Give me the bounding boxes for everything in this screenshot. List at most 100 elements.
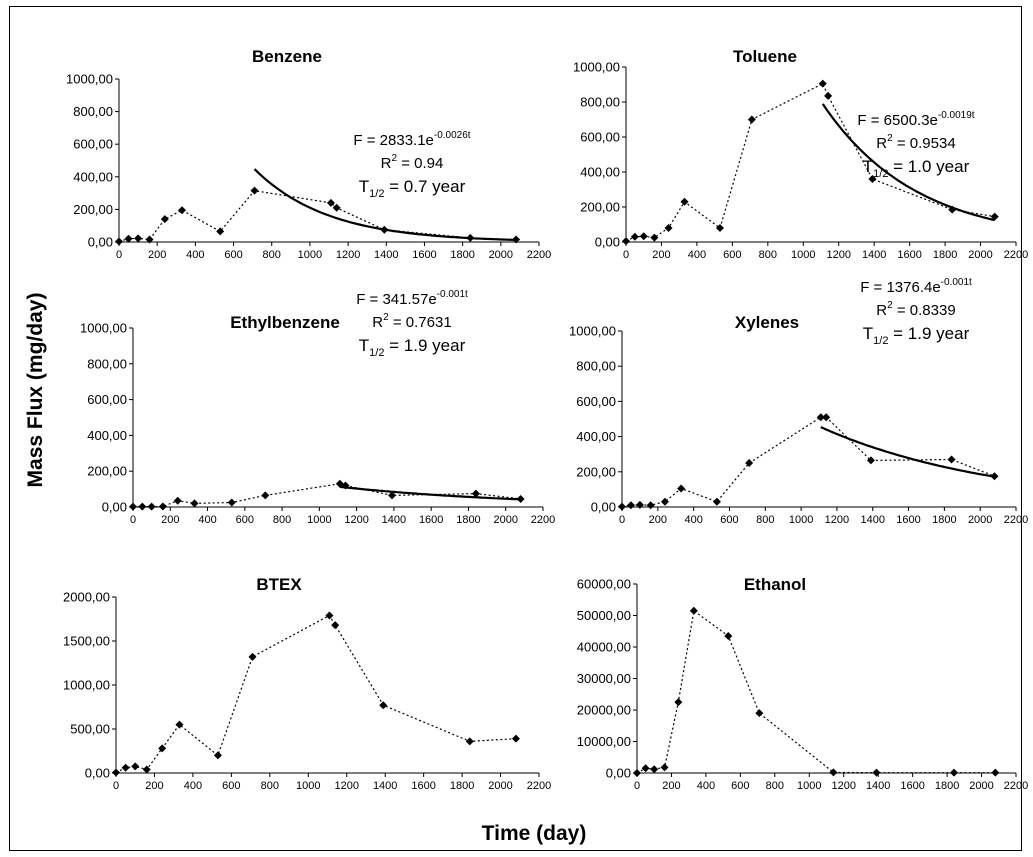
panel-2-x-tick-label: 800: [759, 249, 777, 261]
panel-6-title: Ethanol: [744, 575, 806, 594]
panel-4-x-tick-label: 0: [619, 514, 625, 526]
panel-5-data-point: [112, 768, 120, 777]
panel-3-data-point: [388, 491, 397, 500]
panel-1-x-tick-label: 2000: [489, 249, 513, 261]
panel-5-x-tick-label: 200: [145, 780, 163, 792]
panel-4-fit-equation: F = 1376.4e-0.001t: [860, 277, 972, 296]
panel-4-y-tick-label: 400,00: [576, 429, 616, 444]
panel-4-x-tick-label: 2200: [1004, 514, 1028, 526]
panel-6-x-tick-label: 2200: [1004, 780, 1028, 792]
panel-6-data-point: [650, 765, 659, 774]
panel-1-x-tick-label: 0: [116, 249, 122, 261]
panel-2-x-tick-label: 1000: [791, 249, 815, 261]
panel-5-y-tick-label: 500,00: [70, 722, 110, 737]
panel-5-y-tick-label: 2000,00: [63, 590, 110, 605]
panel-1-half-life: T1/2 = 0.7 year: [359, 177, 466, 200]
panel-6-x-tick-label: 600: [731, 780, 749, 792]
panel-1-fit-equation: F = 2833.1e-0.0026t: [353, 130, 470, 149]
panel-2-data-point: [630, 232, 639, 241]
panel-4-x-tick-label: 1000: [789, 514, 813, 526]
panel-6-x-tick-label: 0: [634, 780, 640, 792]
panel-5-x-tick-label: 1400: [373, 780, 397, 792]
panel-3-data-point: [516, 494, 525, 503]
panel-2-data-point: [639, 232, 648, 241]
panel-6-data-point: [755, 709, 764, 718]
panel-4-data-point: [660, 497, 669, 506]
panel-6-y-tick-label: 0,00: [606, 766, 631, 781]
y-axis-label: Mass Flux (mg/day): [24, 293, 47, 488]
panel-4-y-tick-label: 1000,00: [569, 324, 616, 339]
panel-5-data-point: [465, 737, 474, 746]
panel-2-fit-curve: [821, 103, 995, 222]
panel-1-y-tick-label: 600,00: [73, 137, 113, 152]
panel-4-y-tick-label: 600,00: [576, 394, 616, 409]
panel-1-x-tick-label: 1200: [336, 249, 360, 261]
panel-2-data-point: [680, 197, 689, 206]
panel-2-y-tick-label: 400,00: [580, 165, 620, 180]
panel-3-half-life: T1/2 = 1.9 year: [359, 336, 466, 359]
x-axis-label: Time (day): [482, 822, 587, 845]
panel-1-data-point: [145, 235, 154, 244]
panel-2-r-squared: R2 = 0.9534: [876, 133, 955, 152]
panel-3-chart: 0,00 200,00 400,00 600,00 800,00 1000,00 0 200 4…: [80, 289, 555, 526]
panel-4-data-point: [712, 497, 721, 506]
panel-5-data-line: [115, 614, 516, 774]
panel-3-x-tick-label: 1800: [456, 514, 480, 526]
panel-5-x-tick-label: 1600: [411, 780, 435, 792]
panel-4-chart: 0,00 200,00 400,00 600,00 800,00 1000,00 0 200 4…: [569, 277, 1028, 526]
panel-2-x-tick-label: 1600: [897, 249, 921, 261]
panel-4-fit-curve: [820, 426, 995, 478]
panel-2-x-tick-label: 0: [623, 249, 629, 261]
figure-frame: [9, 6, 1022, 851]
panel-6-data-point: [724, 631, 733, 640]
panel-1-data-point: [216, 227, 225, 236]
panel-3-x-tick-label: 1200: [344, 514, 368, 526]
panel-1-title: Benzene: [252, 47, 322, 66]
panel-5-data-point: [213, 751, 222, 760]
panel-1-x-tick-label: 1400: [374, 249, 398, 261]
panel-6-y-tick-label: 60000,00: [577, 577, 631, 592]
panel-1-fit-curve: [253, 168, 517, 241]
panel-2-data-point: [747, 115, 756, 124]
panel-6-x-tick-label: 200: [662, 780, 680, 792]
panel-3-data-point: [190, 499, 199, 508]
panel-4-x-tick-label: 600: [720, 514, 738, 526]
panel-4-x-tick-label: 1400: [860, 514, 884, 526]
panel-5-x-tick-label: 2000: [488, 780, 512, 792]
panel-6-data-point: [633, 769, 641, 777]
panel-1-data-point: [134, 234, 143, 243]
panel-6-data-line: [636, 609, 996, 774]
panel-3-y-tick-label: 200,00: [87, 464, 127, 479]
panel-2-x-tick-label: 1200: [826, 249, 850, 261]
panel-3-data-point: [158, 502, 167, 511]
panel-1-x-tick-label: 1000: [298, 249, 322, 261]
panel-2-data-point: [818, 79, 827, 88]
panel-4-x-tick-label: 1200: [825, 514, 849, 526]
panel-5-y-tick-label: 0,00: [85, 766, 110, 781]
panel-3-y-tick-label: 0,00: [102, 500, 127, 515]
panel-4-x-tick-label: 200: [649, 514, 667, 526]
panel-4-x-tick-label: 1600: [896, 514, 920, 526]
panel-4-half-life: T1/2 = 1.9 year: [863, 324, 970, 347]
panel-6-chart: 0,00 10000,00 20000,00 30000,00 40000,00 5000…: [577, 575, 1028, 792]
panel-4-data-line: [621, 416, 995, 508]
panel-2-half-life: T1/2 = 1.0 year: [863, 157, 970, 180]
panel-4-y-tick-label: 200,00: [576, 464, 616, 479]
panel-5-x-tick-label: 1800: [450, 780, 474, 792]
panel-3-x-tick-label: 600: [236, 514, 254, 526]
panel-3-x-tick-label: 800: [273, 514, 291, 526]
panel-6-x-tick-label: 1000: [797, 780, 821, 792]
panel-1-y-tick-label: 1000,00: [66, 72, 113, 87]
panel-6-x-tick-label: 1200: [831, 780, 855, 792]
panel-2-x-tick-label: 600: [723, 249, 741, 261]
panel-6-data-point: [689, 606, 698, 615]
panel-1-data-point: [178, 206, 186, 215]
panel-1-x-tick-label: 800: [263, 249, 281, 261]
panel-6-y-tick-label: 40000,00: [577, 640, 631, 655]
panel-4-x-tick-label: 2000: [968, 514, 992, 526]
panel-6-x-tick-label: 400: [697, 780, 715, 792]
panel-5-data-point: [175, 720, 184, 729]
panel-2-data-point: [650, 233, 659, 242]
panel-6-data-point: [949, 768, 958, 777]
